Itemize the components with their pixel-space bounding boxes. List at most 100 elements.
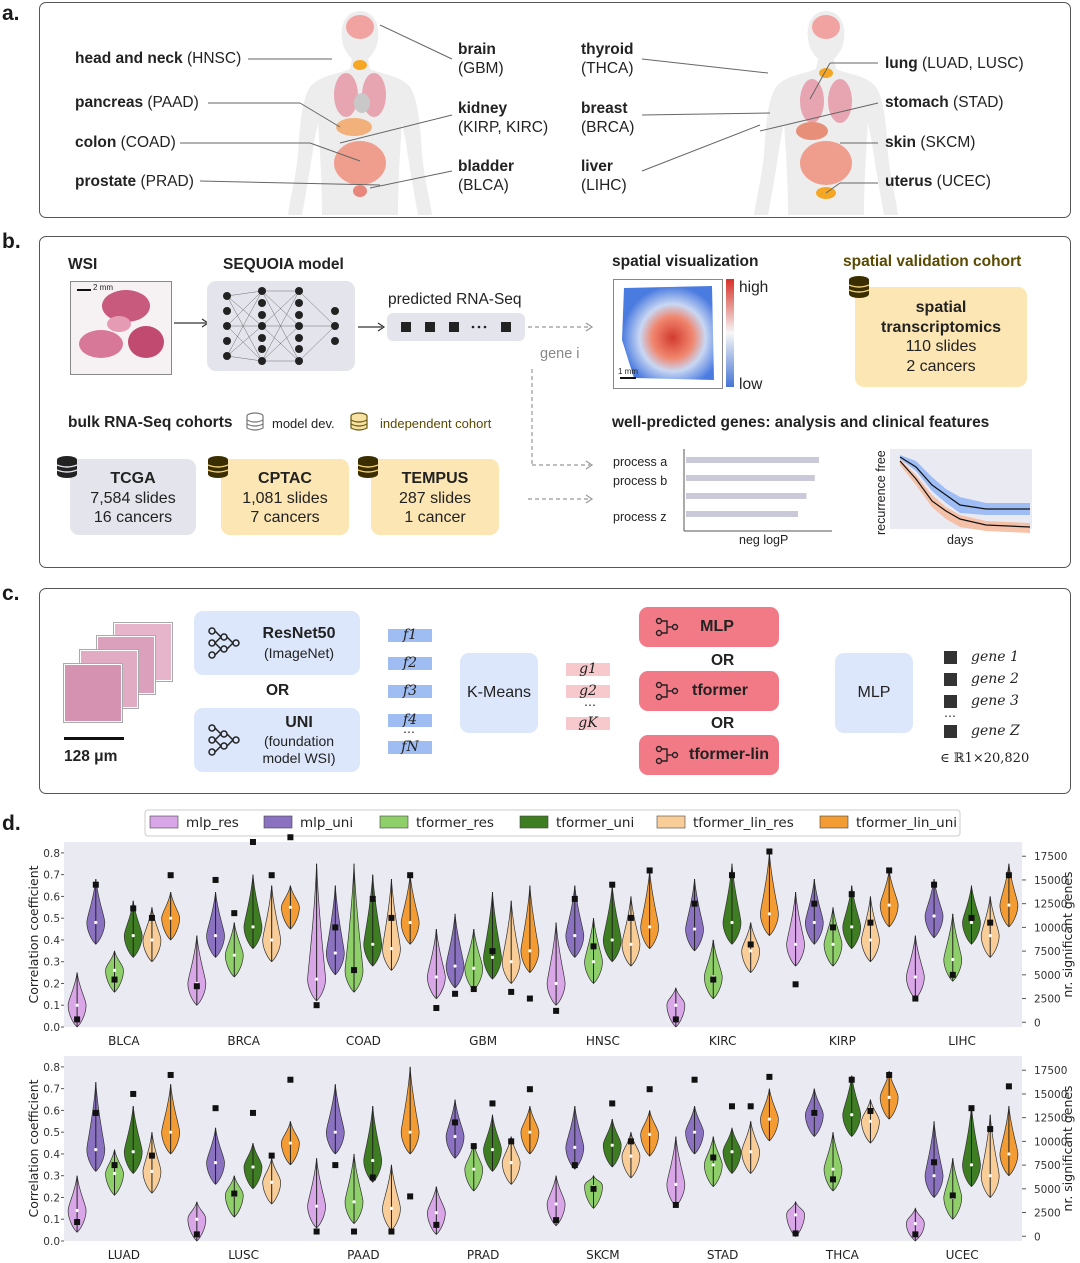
sig-genes-marker	[710, 976, 717, 983]
sig-genes-marker	[130, 905, 137, 912]
sig-genes-marker	[351, 967, 358, 974]
sig-genes-marker	[249, 839, 256, 845]
sig-genes-marker	[212, 876, 219, 883]
colorbar-high-label: high	[739, 279, 769, 296]
sig-genes-marker	[167, 1071, 174, 1078]
violin-median	[150, 1169, 154, 1173]
violin-median	[408, 920, 412, 925]
body-illustration-right	[754, 11, 898, 215]
database-icon-yellow-legend	[350, 412, 368, 431]
violin-median	[434, 1211, 438, 1215]
x-tick-label: PAAD	[347, 1248, 379, 1262]
x-tick-label: BLCA	[108, 1034, 140, 1048]
y2-tick-label: 17500	[1034, 1065, 1067, 1077]
sig-genes-marker	[571, 1162, 578, 1169]
legend-swatch	[379, 815, 409, 829]
tempus-card: TEMPUS 287 slides 1 cancer	[371, 459, 499, 535]
model-icon	[655, 681, 679, 701]
km-curve-2	[899, 460, 1031, 528]
sig-genes-marker	[388, 914, 395, 921]
y-tick-label: 0.3	[43, 957, 60, 969]
violin-median	[793, 1213, 798, 1217]
sig-genes-marker	[830, 924, 837, 931]
sig-genes-marker	[1005, 1083, 1012, 1090]
y-axis-label: Correlation coefficient	[26, 865, 41, 1003]
violin-median	[528, 949, 532, 953]
sig-genes-marker	[691, 1076, 698, 1083]
lung-right-shape	[828, 79, 852, 123]
arrow-model-to-output	[358, 322, 386, 332]
violin-median	[270, 938, 274, 942]
sig-genes-marker	[811, 1109, 818, 1116]
y-tick-label: 0.1	[43, 1214, 60, 1226]
violin-median	[434, 975, 438, 979]
y-tick-label: 0.7	[43, 1084, 60, 1096]
organ-label-lihc: liver (LIHC)	[581, 158, 627, 194]
y2-tick-label: 5000	[1034, 1184, 1061, 1196]
sig-genes-marker	[526, 1086, 533, 1093]
km-ylabel: recurrence free	[874, 450, 888, 535]
wsi-scale-label: 2 mm	[93, 283, 113, 292]
database-icon-gray-legend	[246, 412, 264, 431]
violin-median	[793, 942, 798, 946]
violin-median	[831, 1167, 835, 1171]
sig-genes-marker	[433, 1221, 440, 1228]
y2-tick-label: 2500	[1034, 994, 1061, 1006]
sig-genes-marker	[332, 1162, 339, 1169]
sig-genes-marker	[728, 1103, 735, 1110]
sig-genes-marker	[452, 1119, 459, 1126]
panel-c: 128 μm ResNet50 (ImageNet) OR UNI (found…	[39, 588, 1071, 794]
x-tick-label: LUAD	[108, 1248, 140, 1262]
well-predicted-title: well-predicted genes: analysis and clini…	[612, 414, 990, 431]
sig-genes-marker	[452, 990, 459, 997]
gene-marker	[944, 673, 957, 686]
violin-median	[692, 927, 697, 931]
violin-median	[389, 1206, 394, 1210]
violin-median	[767, 912, 772, 916]
arrow-wsi-to-model	[174, 318, 210, 328]
bladder-shape	[353, 185, 367, 197]
violin-median	[352, 1200, 356, 1204]
sig-genes-marker	[193, 983, 200, 990]
brain-shape	[812, 15, 840, 39]
violin-median	[913, 975, 917, 979]
violin-median	[251, 1165, 255, 1169]
database-icon-tempus	[357, 456, 379, 478]
violin-median	[648, 1132, 652, 1136]
violin-median	[371, 942, 375, 946]
violin-median	[573, 1145, 577, 1150]
sequoia-model-label: SEQUOIA model	[223, 256, 344, 273]
violin-median	[932, 1174, 936, 1178]
organ-label-ucec: uterus (UCEC)	[885, 173, 991, 190]
x-tick-label: UCEC	[946, 1248, 979, 1262]
cluster-g1: g1	[566, 662, 610, 676]
uni-card: UNI (foundation model WSI)	[194, 708, 360, 772]
y2-tick-label: 7500	[1034, 1160, 1061, 1172]
brain-shape	[346, 15, 374, 39]
model-icon	[655, 745, 679, 765]
sig-genes-marker	[886, 867, 893, 874]
violin-median	[648, 925, 652, 929]
sig-genes-marker	[728, 872, 735, 879]
bulk-rnaseq-title: bulk RNA-Seq cohorts	[68, 414, 233, 431]
lung-left-shape	[800, 79, 824, 123]
patch-1	[64, 664, 122, 722]
y2-axis-label: nr. significant genes	[1060, 1085, 1075, 1211]
legend-swatch	[656, 815, 686, 829]
violin-median	[749, 949, 753, 953]
sig-genes-marker	[627, 1138, 634, 1145]
km-ci-orange	[900, 459, 1030, 533]
validation-cohort-title: spatial validation cohort	[843, 253, 1022, 270]
panel-c-letter: c.	[2, 582, 20, 605]
y-tick-label: 0.7	[43, 870, 60, 882]
violin-median	[75, 1003, 79, 1007]
organ-label-gbm: brain (GBM)	[458, 41, 504, 77]
sig-genes-marker	[571, 895, 578, 902]
sig-genes-marker	[867, 919, 874, 926]
sig-genes-marker	[508, 988, 515, 995]
y2-tick-label: 0	[1034, 1017, 1041, 1029]
violin-median	[711, 1163, 715, 1167]
body-silhouette	[288, 11, 432, 215]
cluster-ellipsis: ⋯	[584, 698, 596, 712]
violin-median	[591, 960, 596, 964]
